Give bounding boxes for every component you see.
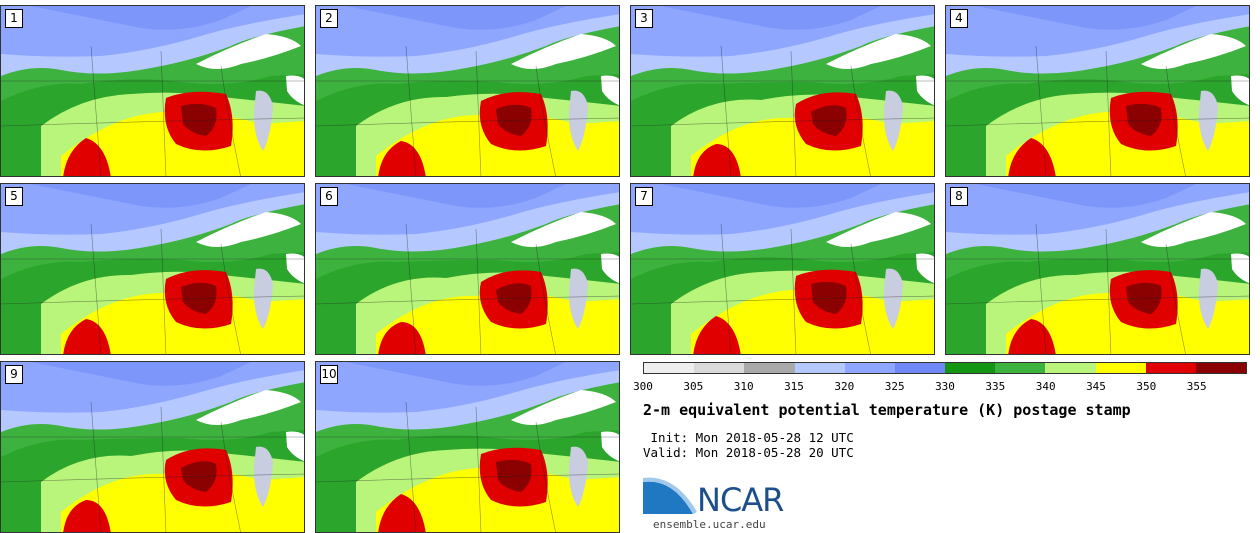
member-number-label: 1 <box>5 9 23 28</box>
colorbar-segment <box>945 363 996 373</box>
ensemble-member-map: 7 <box>630 183 935 355</box>
member-number-label: 4 <box>950 9 968 28</box>
colorbar-segment <box>894 363 946 373</box>
colorbar-tick-label: 315 <box>784 380 804 393</box>
website-url: ensemble.ucar.edu <box>653 518 766 531</box>
member-number-label: 3 <box>635 9 653 28</box>
colorbar-tick-label: 330 <box>935 380 955 393</box>
colorbar-segment <box>1145 363 1196 373</box>
colorbar-tick-label: 305 <box>683 380 704 393</box>
member-number-label: 2 <box>320 9 338 28</box>
colorbar-tick-label: 340 <box>1035 380 1056 393</box>
ensemble-member-map: 4 <box>945 5 1250 177</box>
colorbar-tick-label: 350 <box>1136 380 1157 393</box>
member-number-label: 7 <box>635 187 653 206</box>
init-time: Init: Mon 2018-05-28 12 UTC <box>643 430 854 445</box>
colorbar-segment <box>794 363 845 373</box>
ncar-logo-icon <box>643 477 697 514</box>
member-number-label: 9 <box>5 365 23 384</box>
valid-time: Valid: Mon 2018-05-28 20 UTC <box>643 445 854 460</box>
colorbar-tick-label: 345 <box>1086 380 1106 393</box>
colorbar-tick-label: 300 <box>633 380 653 393</box>
ncar-logo-text: NCAR <box>697 481 784 519</box>
member-number-label: 10 <box>320 365 338 384</box>
colorbar-segment <box>1095 363 1146 373</box>
colorbar-tick-label: 335 <box>985 380 1006 393</box>
colorbar-tick-label: 310 <box>733 380 754 393</box>
ensemble-member-map: 5 <box>0 183 305 355</box>
ensemble-member-map: 8 <box>945 183 1250 355</box>
colorbar-segment <box>1195 363 1247 373</box>
colorbar <box>643 362 1247 374</box>
ensemble-member-map: 1 <box>0 5 305 177</box>
ensemble-member-map: 10 <box>315 361 620 533</box>
colorbar-segment <box>1045 363 1096 373</box>
member-number-label: 8 <box>950 187 968 206</box>
figure-title: 2-m equivalent potential temperature (K)… <box>643 401 1131 419</box>
ensemble-member-map: 2 <box>315 5 620 177</box>
member-number-label: 6 <box>320 187 338 206</box>
colorbar-tick-label: 320 <box>834 380 855 393</box>
colorbar-tick-label: 325 <box>884 380 905 393</box>
colorbar-segment <box>694 363 745 373</box>
colorbar-segment <box>995 363 1046 373</box>
colorbar-tick-label: 355 <box>1186 380 1207 393</box>
ensemble-member-map: 9 <box>0 361 305 533</box>
ensemble-member-map: 6 <box>315 183 620 355</box>
colorbar-segment <box>744 363 795 373</box>
colorbar-segment <box>844 363 895 373</box>
ensemble-member-map: 3 <box>630 5 935 177</box>
colorbar-segment <box>644 363 695 373</box>
member-number-label: 5 <box>5 187 23 206</box>
